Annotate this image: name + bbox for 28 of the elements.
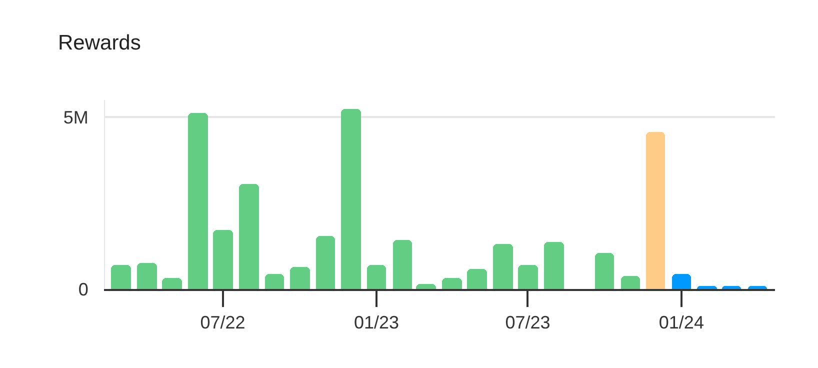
x-tick-label: 07/23 [505, 312, 550, 333]
bar [646, 132, 665, 289]
chart-title: Rewards [58, 31, 141, 54]
bar [290, 267, 310, 289]
bar [111, 265, 131, 289]
y-tick-label: 0 [78, 279, 88, 300]
x-tick-label: 07/22 [200, 312, 246, 333]
bar [467, 269, 487, 289]
bar [188, 113, 208, 289]
x-tick-label: 01/24 [658, 312, 704, 333]
bar [367, 265, 386, 289]
bar [595, 253, 614, 289]
x-tick-label: 01/23 [354, 312, 400, 333]
bar [239, 184, 259, 289]
bar [162, 278, 182, 289]
bar [518, 265, 538, 289]
bar [137, 263, 157, 289]
bar [442, 278, 462, 289]
bar [544, 242, 564, 289]
bar [213, 230, 233, 289]
bar [493, 244, 513, 289]
bar [621, 276, 640, 289]
bar [316, 236, 335, 289]
bar [265, 274, 284, 289]
y-tick-label: 5M [63, 107, 88, 128]
bar [341, 109, 361, 289]
bar [672, 274, 691, 289]
bar [393, 240, 412, 289]
